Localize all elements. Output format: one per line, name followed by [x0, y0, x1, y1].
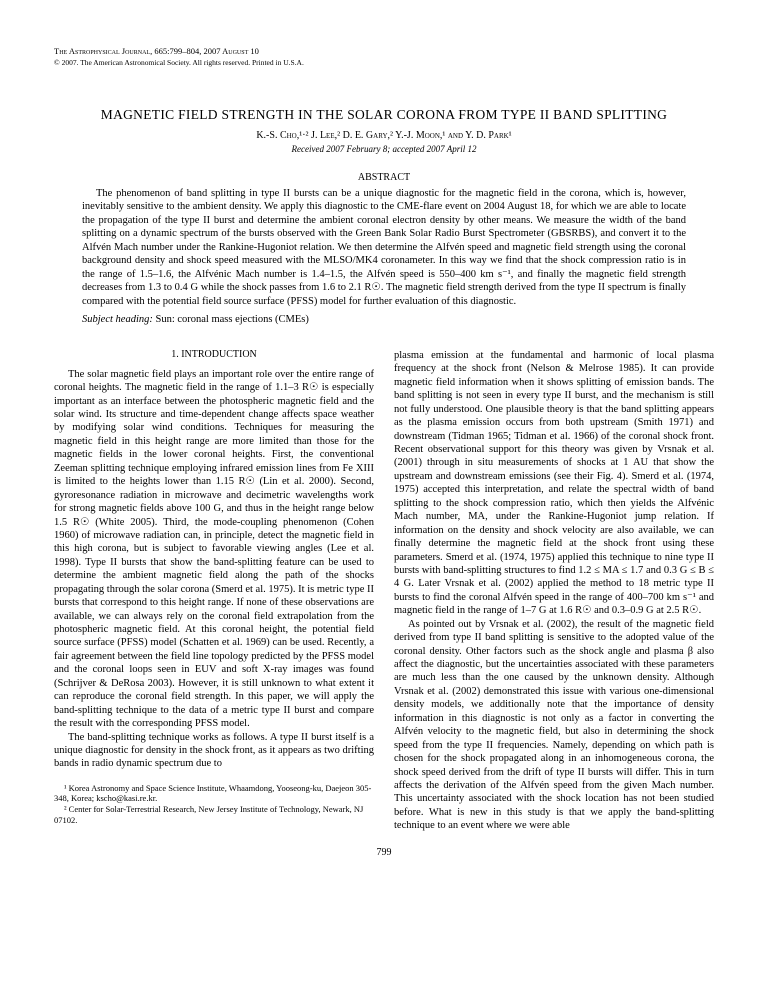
subject-heading: Subject heading: Sun: coronal mass eject…: [82, 314, 686, 325]
abstract-body: The phenomenon of band splitting in type…: [82, 187, 686, 308]
footnote-2: ² Center for Solar-Terrestrial Research,…: [54, 804, 374, 825]
journal-header: The Astrophysical Journal, 665:799–804, …: [54, 46, 714, 56]
intro-para-1: The solar magnetic field plays an import…: [54, 368, 374, 731]
right-column: plasma emission at the fundamental and h…: [394, 349, 714, 833]
copyright-line: © 2007. The American Astronomical Societ…: [54, 58, 714, 67]
page: The Astrophysical Journal, 665:799–804, …: [0, 0, 768, 888]
intro-para-4: As pointed out by Vrsnak et al. (2002), …: [394, 618, 714, 833]
intro-para-2: The band-splitting technique works as fo…: [54, 731, 374, 771]
intro-para-3: plasma emission at the fundamental and h…: [394, 349, 714, 618]
abstract-heading: ABSTRACT: [54, 172, 714, 183]
received-line: Received 2007 February 8; accepted 2007 …: [54, 144, 714, 154]
paper-title: MAGNETIC FIELD STRENGTH IN THE SOLAR COR…: [54, 107, 714, 123]
section-1-head: 1. INTRODUCTION: [54, 349, 374, 362]
authors: K.-S. Cho,¹·² J. Lee,² D. E. Gary,² Y.-J…: [54, 130, 714, 141]
page-number: 799: [54, 847, 714, 858]
footnote-1: ¹ Korea Astronomy and Space Science Inst…: [54, 783, 374, 804]
abstract-text: The phenomenon of band splitting in type…: [82, 187, 686, 308]
subject-label: Subject heading:: [82, 314, 153, 325]
body-columns: 1. INTRODUCTION The solar magnetic field…: [54, 349, 714, 833]
subject-value: Sun: coronal mass ejections (CMEs): [155, 314, 308, 325]
footnotes: ¹ Korea Astronomy and Space Science Inst…: [54, 783, 374, 826]
left-column: 1. INTRODUCTION The solar magnetic field…: [54, 349, 374, 833]
